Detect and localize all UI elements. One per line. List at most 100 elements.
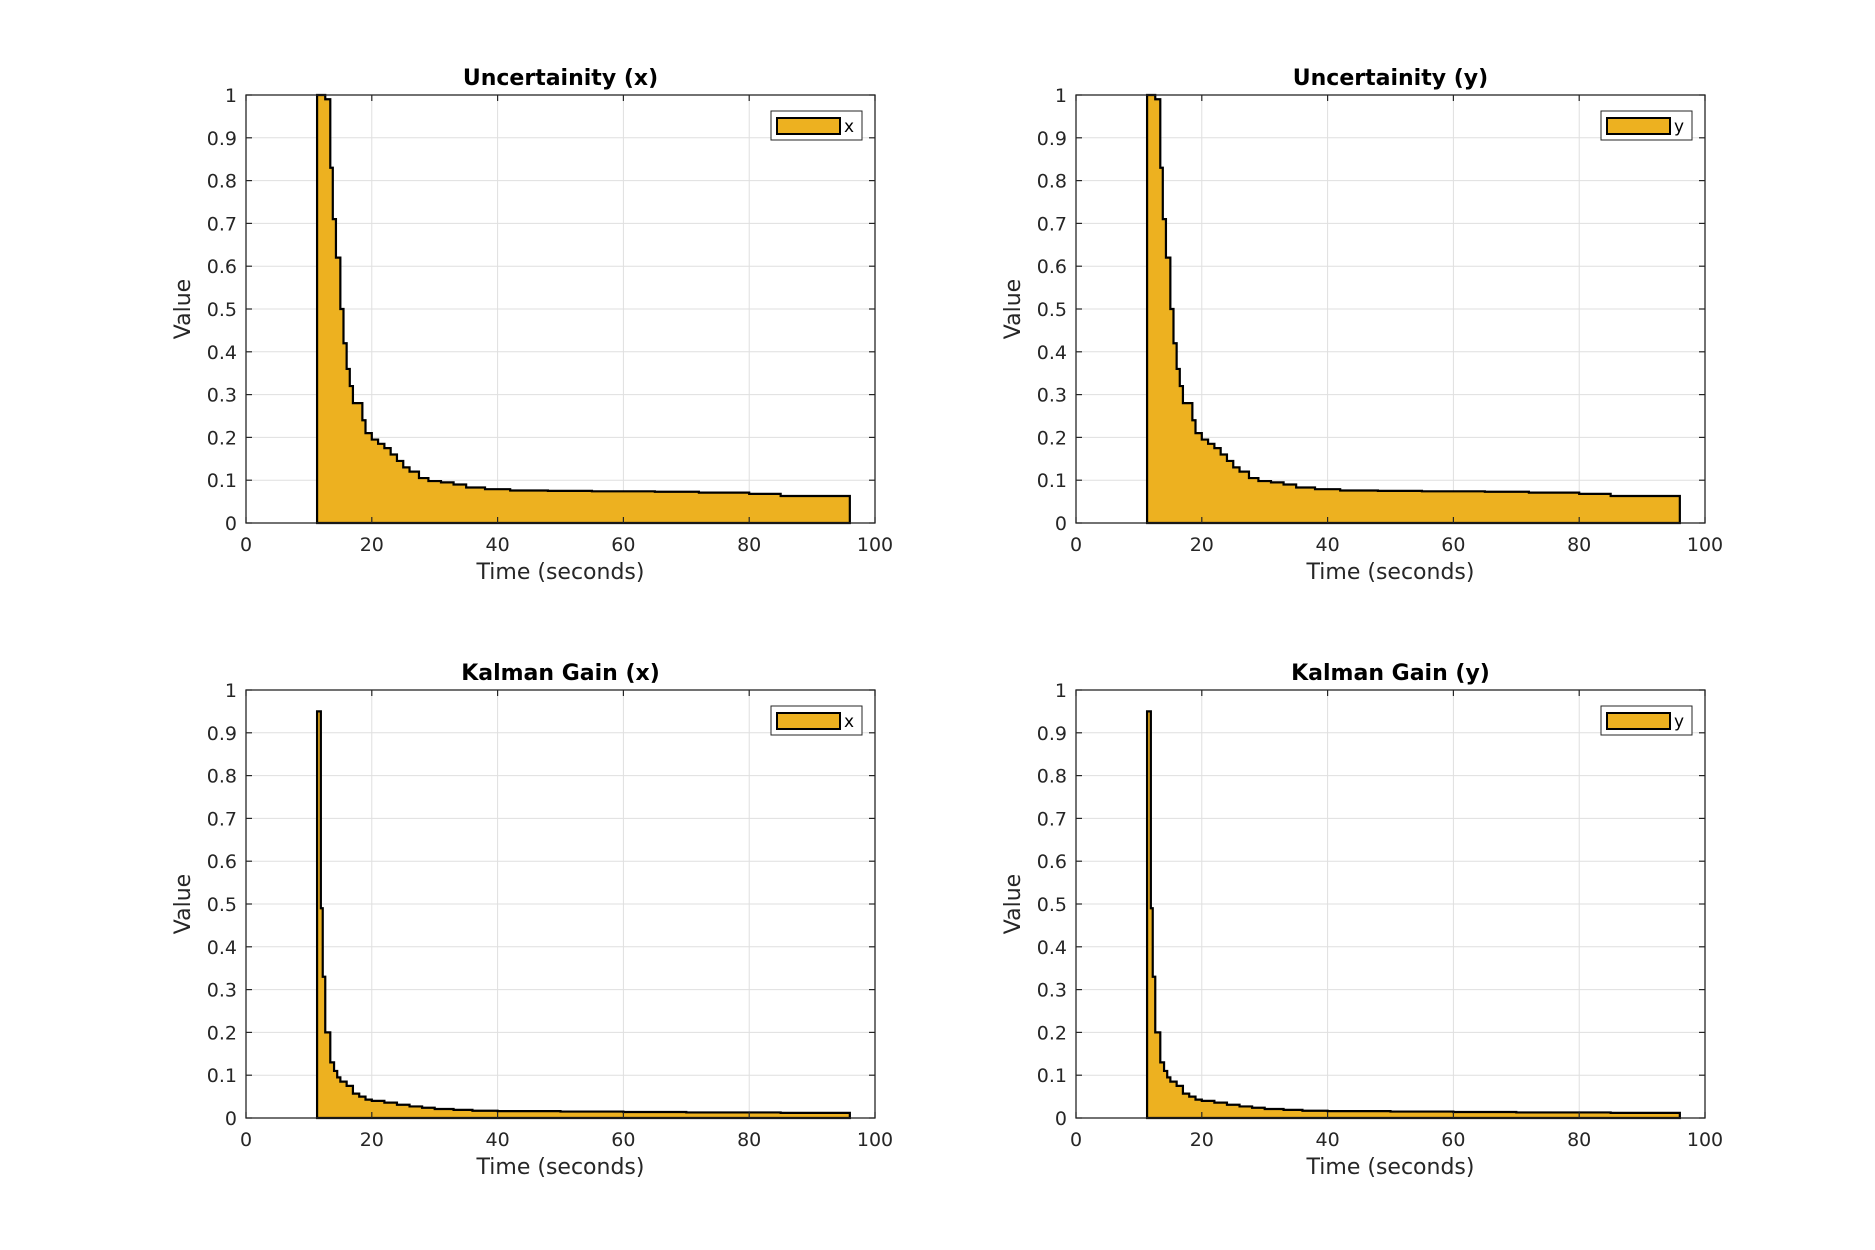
y-tick-label: 0.7 bbox=[207, 808, 237, 830]
legend-swatch-y bbox=[1606, 712, 1671, 730]
y-tick-label: 0 bbox=[225, 513, 237, 535]
x-tick-label: 60 bbox=[611, 534, 635, 556]
x-tick-label: 60 bbox=[611, 1129, 635, 1151]
y-tick-label: 0.6 bbox=[207, 851, 237, 873]
y-tick-label: 0.9 bbox=[1037, 128, 1067, 150]
legend: y bbox=[1600, 110, 1693, 141]
y-tick-label: 0.2 bbox=[1037, 427, 1067, 449]
y-axis-label: Value bbox=[1001, 279, 1026, 339]
y-tick-label: 0 bbox=[225, 1108, 237, 1130]
y-tick-label: 0.5 bbox=[1037, 894, 1067, 916]
y-tick-label: 0.4 bbox=[1037, 937, 1067, 959]
x-tick-label: 0 bbox=[1070, 534, 1082, 556]
chart-title: Uncertainity (x) bbox=[463, 66, 658, 91]
x-tick-label: 100 bbox=[1687, 534, 1723, 556]
y-tick-label: 0.8 bbox=[207, 171, 237, 193]
legend-label: x bbox=[844, 117, 854, 137]
y-tick-label: 0.8 bbox=[207, 766, 237, 788]
y-tick-label: 0.1 bbox=[207, 470, 237, 492]
x-tick-label: 60 bbox=[1441, 534, 1465, 556]
y-tick-label: 0 bbox=[1055, 513, 1067, 535]
x-tick-label: 40 bbox=[486, 1129, 510, 1151]
y-tick-label: 0.2 bbox=[207, 1022, 237, 1044]
chart-title: Kalman Gain (x) bbox=[461, 661, 660, 686]
y-tick-label: 0.8 bbox=[1037, 171, 1067, 193]
x-tick-label: 0 bbox=[240, 534, 252, 556]
y-tick-label: 0.2 bbox=[1037, 1022, 1067, 1044]
series-area-x bbox=[315, 93, 851, 525]
y-tick-label: 0.4 bbox=[207, 342, 237, 364]
y-tick-label: 0.2 bbox=[207, 427, 237, 449]
legend-swatch-x bbox=[776, 117, 841, 135]
legend-label: y bbox=[1674, 712, 1684, 732]
chart-0: 0 20 40 60 80 100 0 0.1 0.2 0.3 0.4 0.5 0.6 0.7 0.8 0.9… bbox=[171, 66, 893, 585]
y-tick-label: 0.1 bbox=[1037, 470, 1067, 492]
x-tick-label: 20 bbox=[360, 534, 384, 556]
y-tick-label: 0.6 bbox=[1037, 256, 1067, 278]
x-tick-label: 0 bbox=[240, 1129, 252, 1151]
x-tick-label: 80 bbox=[1567, 534, 1591, 556]
y-tick-label: 0.9 bbox=[207, 723, 237, 745]
y-tick-label: 0.3 bbox=[207, 980, 237, 1002]
x-tick-label: 100 bbox=[1687, 1129, 1723, 1151]
x-tick-label: 80 bbox=[737, 1129, 761, 1151]
y-axis-label: Value bbox=[171, 279, 196, 339]
x-tick-label: 60 bbox=[1441, 1129, 1465, 1151]
chart-title: Uncertainity (y) bbox=[1293, 66, 1488, 91]
legend-label: x bbox=[844, 712, 854, 732]
y-tick-label: 0.7 bbox=[1037, 213, 1067, 235]
y-tick-label: 0.9 bbox=[207, 128, 237, 150]
y-tick-label: 0 bbox=[1055, 1108, 1067, 1130]
y-tick-label: 0.1 bbox=[1037, 1065, 1067, 1087]
x-tick-label: 80 bbox=[1567, 1129, 1591, 1151]
series-area-y bbox=[1145, 93, 1681, 525]
y-tick-label: 0.4 bbox=[207, 937, 237, 959]
y-tick-label: 0.5 bbox=[207, 894, 237, 916]
legend-label: y bbox=[1674, 117, 1684, 137]
chart-3: 0 20 40 60 80 100 0 0.1 0.2 0.3 0.4 0.5 0.6 0.7 0.8 0.9… bbox=[1001, 661, 1723, 1180]
y-tick-label: 0.5 bbox=[1037, 299, 1067, 321]
y-tick-label: 0.3 bbox=[1037, 385, 1067, 407]
y-tick-label: 0.7 bbox=[1037, 808, 1067, 830]
y-tick-label: 0.4 bbox=[1037, 342, 1067, 364]
x-tick-label: 40 bbox=[1316, 1129, 1340, 1151]
x-tick-label: 100 bbox=[857, 1129, 893, 1151]
x-axis-label: Time (seconds) bbox=[476, 1155, 645, 1180]
y-tick-label: 0.3 bbox=[207, 385, 237, 407]
y-tick-label: 0.8 bbox=[1037, 766, 1067, 788]
x-tick-label: 40 bbox=[1316, 534, 1340, 556]
y-tick-label: 1 bbox=[225, 85, 237, 107]
series-area-y bbox=[1145, 710, 1681, 1120]
legend-swatch-y bbox=[1606, 117, 1671, 135]
chart-title: Kalman Gain (y) bbox=[1291, 661, 1490, 686]
chart-1: 0 20 40 60 80 100 0 0.1 0.2 0.3 0.4 0.5 0.6 0.7 0.8 0.9… bbox=[1001, 66, 1723, 585]
legend-swatch-x bbox=[776, 712, 841, 730]
legend: x bbox=[770, 705, 863, 736]
y-tick-label: 1 bbox=[1055, 85, 1067, 107]
y-tick-label: 1 bbox=[225, 680, 237, 702]
x-tick-label: 80 bbox=[737, 534, 761, 556]
x-axis-label: Time (seconds) bbox=[476, 560, 645, 585]
series-area-x bbox=[315, 710, 851, 1120]
x-tick-label: 20 bbox=[1190, 1129, 1214, 1151]
y-tick-label: 0.5 bbox=[207, 299, 237, 321]
y-axis-label: Value bbox=[1001, 874, 1026, 934]
x-tick-label: 100 bbox=[857, 534, 893, 556]
y-tick-label: 0.6 bbox=[1037, 851, 1067, 873]
x-tick-label: 20 bbox=[360, 1129, 384, 1151]
legend: x bbox=[770, 110, 863, 141]
chart-2: 0 20 40 60 80 100 0 0.1 0.2 0.3 0.4 0.5 0.6 0.7 0.8 0.9… bbox=[171, 661, 893, 1180]
x-axis-label: Time (seconds) bbox=[1306, 560, 1475, 585]
y-tick-label: 0.6 bbox=[207, 256, 237, 278]
x-axis-label: Time (seconds) bbox=[1306, 1155, 1475, 1180]
y-tick-label: 0.1 bbox=[207, 1065, 237, 1087]
legend: y bbox=[1600, 705, 1693, 736]
y-tick-label: 0.7 bbox=[207, 213, 237, 235]
x-tick-label: 20 bbox=[1190, 534, 1214, 556]
x-tick-label: 40 bbox=[486, 534, 510, 556]
y-tick-label: 0.3 bbox=[1037, 980, 1067, 1002]
y-axis-label: Value bbox=[171, 874, 196, 934]
x-tick-label: 0 bbox=[1070, 1129, 1082, 1151]
y-tick-label: 0.9 bbox=[1037, 723, 1067, 745]
